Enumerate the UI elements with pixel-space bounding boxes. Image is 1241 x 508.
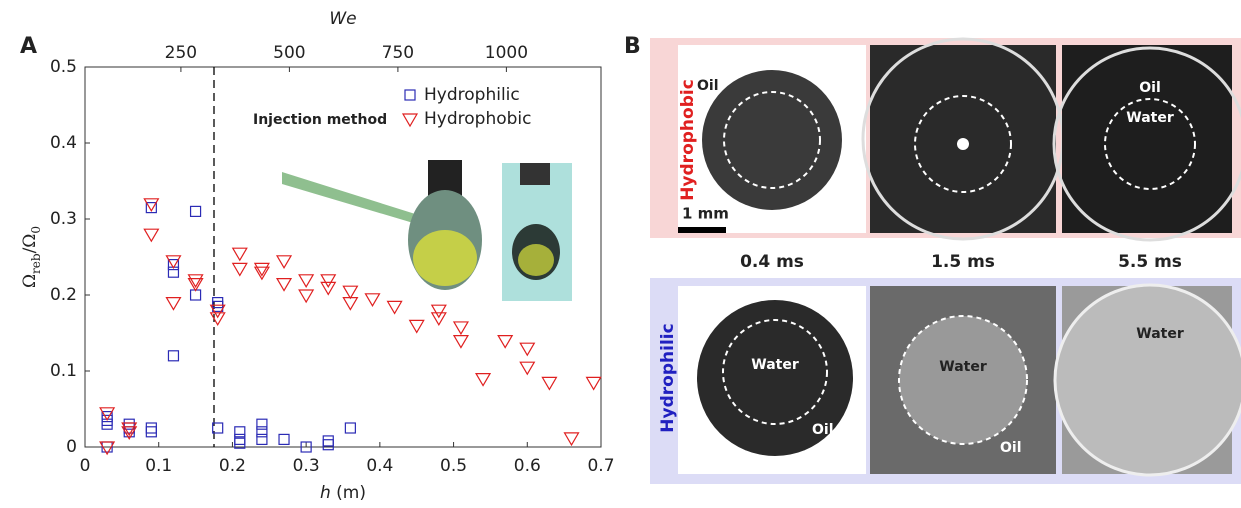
x2-tick-label: 500	[273, 43, 305, 63]
data-point	[255, 263, 269, 275]
data-point	[255, 267, 269, 279]
water-label: Water	[1136, 326, 1184, 342]
data-point	[146, 427, 156, 437]
data-point	[124, 419, 134, 429]
y-axis-label-part: Ω	[20, 274, 40, 288]
page: A B Injection method Hyd	[0, 0, 1241, 504]
data-point	[191, 206, 201, 216]
y-tick-label: 0.1	[50, 361, 77, 381]
data-point	[498, 336, 512, 348]
y-tick-label: 0	[66, 437, 77, 457]
x-tick-label: 0.2	[219, 456, 246, 476]
data-point	[279, 434, 289, 444]
data-point	[233, 248, 247, 260]
x-tick-label: 0.4	[366, 456, 393, 476]
x2-axis-label: We	[329, 9, 356, 29]
water-label: Water	[751, 357, 799, 373]
time-label: 1.5 ms	[931, 252, 995, 272]
y-axis-label: Ωreb/Ω0	[20, 226, 43, 288]
data-point	[257, 427, 267, 437]
y-axis-label-part: 0	[29, 226, 43, 234]
x2-tick-label: 750	[382, 43, 414, 63]
water-label: Water	[1126, 110, 1174, 126]
data-point	[432, 313, 446, 325]
x2-tick-label: 1000	[485, 43, 528, 63]
data-point	[520, 362, 534, 374]
data-point	[146, 423, 156, 433]
inset-photo	[502, 163, 572, 301]
row-label: Hydrophobic	[678, 79, 698, 201]
data-point	[587, 377, 601, 389]
data-point	[189, 275, 203, 287]
panel-label: B	[624, 34, 641, 59]
x-tick-label: 0.1	[145, 456, 172, 476]
x2-tick-label: 250	[165, 43, 197, 63]
data-point	[565, 433, 579, 445]
data-point	[189, 279, 203, 291]
data-point	[345, 423, 355, 433]
data-point	[144, 229, 158, 241]
y-axis-label-part: /Ω	[20, 234, 40, 254]
data-point	[235, 434, 245, 444]
y-tick-label: 0.2	[50, 285, 77, 305]
data-point	[233, 263, 247, 275]
water-label: Water	[805, 60, 853, 76]
data-point	[410, 320, 424, 332]
oil-label: Oil	[812, 422, 834, 438]
data-point	[323, 440, 333, 450]
y-tick-label: 0.3	[50, 209, 77, 229]
x-tick-label: 0.3	[293, 456, 320, 476]
data-point	[257, 419, 267, 429]
data-point	[257, 434, 267, 444]
panel-label: A	[20, 34, 37, 59]
annotation: Injection method	[253, 112, 387, 128]
data-point	[211, 313, 225, 325]
y-axis-label-part: reb	[29, 253, 43, 274]
figure: A B Injection method Hyd	[0, 0, 1241, 504]
oil-label: Oil	[1000, 440, 1022, 456]
data-point	[323, 436, 333, 446]
scale-bar-label: 1 mm	[682, 205, 729, 223]
y-tick-label: 0.5	[50, 57, 77, 77]
inset-photo	[282, 160, 482, 300]
legend-marker	[405, 90, 415, 100]
data-point	[454, 336, 468, 348]
x-tick-label: 0.5	[440, 456, 467, 476]
water-label: Water	[939, 359, 987, 375]
x-axis-label-part: h	[320, 483, 331, 503]
time-label: 0.4 ms	[740, 252, 804, 272]
data-point	[235, 427, 245, 437]
legend-marker	[403, 114, 417, 126]
data-point	[388, 301, 402, 313]
legend-label: Hydrophobic	[424, 109, 531, 129]
data-point	[542, 377, 556, 389]
data-point	[168, 351, 178, 361]
x-tick-label: 0.7	[587, 456, 614, 476]
data-point	[454, 322, 468, 334]
oil-label: Oil	[697, 78, 719, 94]
x-tick-label: 0	[80, 456, 91, 476]
x-tick-label: 0.6	[514, 456, 541, 476]
data-point	[476, 374, 490, 386]
y-tick-label: 0.4	[50, 133, 77, 153]
data-point	[520, 343, 534, 355]
legend-label: Hydrophilic	[424, 85, 520, 105]
oil-label: Oil	[1139, 80, 1161, 96]
row-label: Hydrophilic	[658, 323, 678, 432]
data-point	[166, 298, 180, 310]
x-axis-label-part: (m)	[331, 483, 366, 503]
x-axis-label: h (m)	[320, 483, 366, 503]
time-label: 5.5 ms	[1118, 252, 1182, 272]
